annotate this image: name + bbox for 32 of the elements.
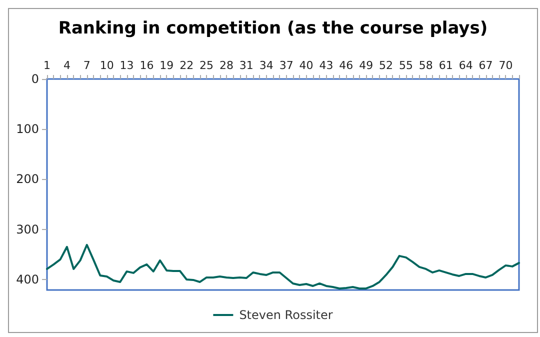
x-tick-label: 31: [239, 59, 254, 72]
x-tick-label: 64: [458, 59, 473, 72]
x-tick-label: 61: [438, 59, 453, 72]
x-tick-label: 37: [279, 59, 294, 72]
y-tick-label: 200: [16, 172, 39, 186]
legend-label: Steven Rossiter: [239, 308, 333, 322]
x-tick-label: 49: [359, 59, 374, 72]
x-tick-label: 13: [120, 59, 134, 72]
x-tick-label: 1: [44, 59, 50, 72]
x-tick-label: 28: [219, 59, 234, 72]
chart-title: Ranking in competition (as the course plays): [58, 18, 488, 38]
x-tick-label: 19: [160, 59, 174, 72]
x-tick-label: 67: [478, 59, 493, 72]
y-tick-label: 300: [16, 222, 39, 236]
x-tick-label: 58: [418, 59, 433, 72]
x-tick-label: 22: [180, 59, 194, 72]
x-tick-label: 10: [100, 59, 114, 72]
x-tick-label: 52: [379, 59, 394, 72]
x-tick-label: 43: [319, 59, 334, 72]
y-tick-label: 100: [16, 122, 39, 136]
x-tick-label: 40: [299, 59, 314, 72]
x-tick-label: 25: [200, 59, 214, 72]
x-tick-label: 34: [259, 59, 274, 72]
y-tick-label: 0: [31, 72, 39, 86]
x-tick-label: 4: [63, 59, 70, 72]
line-series: [46, 244, 520, 290]
x-tick-label: 16: [140, 59, 154, 72]
x-tick-label: 70: [498, 59, 513, 72]
x-tick-label: 46: [339, 59, 354, 72]
x-tick-label: 7: [83, 59, 90, 72]
x-tick-label: 55: [398, 59, 413, 72]
y-tick-label: 400: [16, 272, 39, 286]
